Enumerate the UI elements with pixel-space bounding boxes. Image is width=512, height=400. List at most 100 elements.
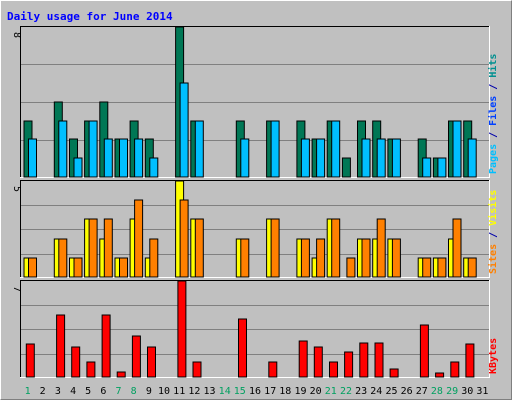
bar-sites-day-8 xyxy=(134,199,144,278)
bar-kbytes-day-1 xyxy=(25,343,35,378)
bar-files-day-17 xyxy=(270,120,280,178)
bar-sites-day-20 xyxy=(316,238,326,278)
bar-sites-day-6 xyxy=(103,218,113,278)
panel-middle-max-label: 5 xyxy=(11,186,22,192)
bar-kbytes-day-29 xyxy=(450,361,460,378)
day-label-16: 16 xyxy=(249,386,261,397)
day-label-2: 2 xyxy=(40,386,46,397)
bar-sites-day-21 xyxy=(331,218,341,278)
bar-files-day-4 xyxy=(73,157,83,178)
day-label-15: 15 xyxy=(234,386,246,397)
day-label-11: 11 xyxy=(173,386,185,397)
bar-sites-day-23 xyxy=(361,238,371,278)
bar-sites-day-29 xyxy=(452,218,462,278)
day-label-31: 31 xyxy=(476,386,488,397)
bar-files-day-3 xyxy=(58,120,68,178)
day-label-30: 30 xyxy=(461,386,473,397)
day-label-19: 19 xyxy=(294,386,306,397)
bar-kbytes-day-7 xyxy=(116,371,126,378)
bar-kbytes-day-24 xyxy=(374,342,384,378)
legend-entry: Sites xyxy=(487,244,499,274)
bar-files-day-21 xyxy=(331,120,341,178)
bar-kbytes-day-4 xyxy=(71,346,81,378)
bar-kbytes-day-23 xyxy=(359,342,369,378)
bar-files-day-29 xyxy=(452,120,462,178)
bar-kbytes-day-25 xyxy=(389,368,399,378)
day-label-12: 12 xyxy=(188,386,200,397)
day-label-6: 6 xyxy=(100,386,106,397)
day-label-14: 14 xyxy=(219,386,231,397)
bar-files-day-7 xyxy=(119,138,128,178)
day-label-4: 4 xyxy=(70,386,76,397)
bar-sites-day-4 xyxy=(73,257,83,278)
bar-kbytes-day-3 xyxy=(56,314,66,378)
bar-files-day-25 xyxy=(391,138,401,178)
bar-files-day-5 xyxy=(88,120,98,178)
legend-entry: KBytes xyxy=(488,338,499,374)
day-label-3: 3 xyxy=(55,386,61,397)
bar-kbytes-day-5 xyxy=(86,361,96,378)
panel-top-max-label: 8 xyxy=(11,32,22,38)
legend-entry: / xyxy=(488,226,499,244)
day-label-25: 25 xyxy=(385,386,397,397)
day-label-8: 8 xyxy=(131,386,137,397)
bar-files-day-27 xyxy=(422,157,432,178)
bar-files-day-28 xyxy=(437,157,447,178)
bar-files-day-30 xyxy=(467,138,477,178)
bar-files-day-8 xyxy=(134,138,144,178)
bar-kbytes-day-12 xyxy=(192,361,202,378)
bar-files-day-6 xyxy=(103,138,113,178)
bar-kbytes-day-19 xyxy=(298,340,308,378)
bar-kbytes-day-17 xyxy=(268,361,278,378)
day-label-1: 1 xyxy=(25,386,31,397)
day-label-7: 7 xyxy=(115,386,121,397)
panel-middle-legend: Sites / Visits xyxy=(487,190,499,274)
bar-kbytes-day-22 xyxy=(344,351,354,378)
bar-kbytes-day-21 xyxy=(329,361,338,378)
bar-sites-day-22 xyxy=(346,257,356,278)
day-label-20: 20 xyxy=(310,386,322,397)
bar-files-day-24 xyxy=(376,138,386,178)
bar-sites-day-9 xyxy=(149,238,159,278)
day-label-18: 18 xyxy=(279,386,291,397)
bar-kbytes-day-9 xyxy=(147,346,156,378)
day-label-24: 24 xyxy=(370,386,382,397)
bar-kbytes-day-15 xyxy=(238,318,247,378)
panel-bottom-legend: KBytes xyxy=(488,338,499,374)
day-label-23: 23 xyxy=(355,386,367,397)
legend-entry: Hits xyxy=(487,54,499,78)
chart-title: Daily usage for June 2014 xyxy=(7,10,173,23)
panel-bottom-max-label: 7 xyxy=(11,286,22,292)
bar-files-day-23 xyxy=(361,138,371,178)
bar-hits-day-22 xyxy=(341,157,351,178)
bar-kbytes-day-6 xyxy=(101,314,111,378)
bar-sites-day-15 xyxy=(240,238,250,278)
bar-files-day-11 xyxy=(179,82,189,178)
bar-kbytes-day-11 xyxy=(177,280,187,378)
legend-entry: / xyxy=(488,126,499,144)
bar-files-day-19 xyxy=(300,138,310,178)
bar-sites-day-3 xyxy=(58,238,68,278)
bar-sites-day-19 xyxy=(300,238,310,278)
bar-sites-day-7 xyxy=(119,257,128,278)
legend-entry: / xyxy=(488,78,499,96)
bar-sites-day-25 xyxy=(391,238,401,278)
day-label-28: 28 xyxy=(431,386,443,397)
day-label-17: 17 xyxy=(264,386,276,397)
bar-files-day-9 xyxy=(149,157,159,178)
legend-entry: Visits xyxy=(487,190,499,226)
day-label-10: 10 xyxy=(158,386,170,397)
bar-kbytes-day-8 xyxy=(131,335,141,378)
bar-files-day-12 xyxy=(194,120,204,178)
bar-sites-day-12 xyxy=(194,218,204,278)
day-label-9: 9 xyxy=(146,386,152,397)
day-label-27: 27 xyxy=(416,386,428,397)
day-label-22: 22 xyxy=(340,386,352,397)
bar-kbytes-day-30 xyxy=(465,343,475,378)
panel-top-legend: Pages / Files / Hits xyxy=(487,54,499,174)
day-label-29: 29 xyxy=(446,386,458,397)
bar-kbytes-day-28 xyxy=(435,372,445,378)
bar-files-day-20 xyxy=(316,138,326,178)
bar-sites-day-30 xyxy=(467,257,477,278)
